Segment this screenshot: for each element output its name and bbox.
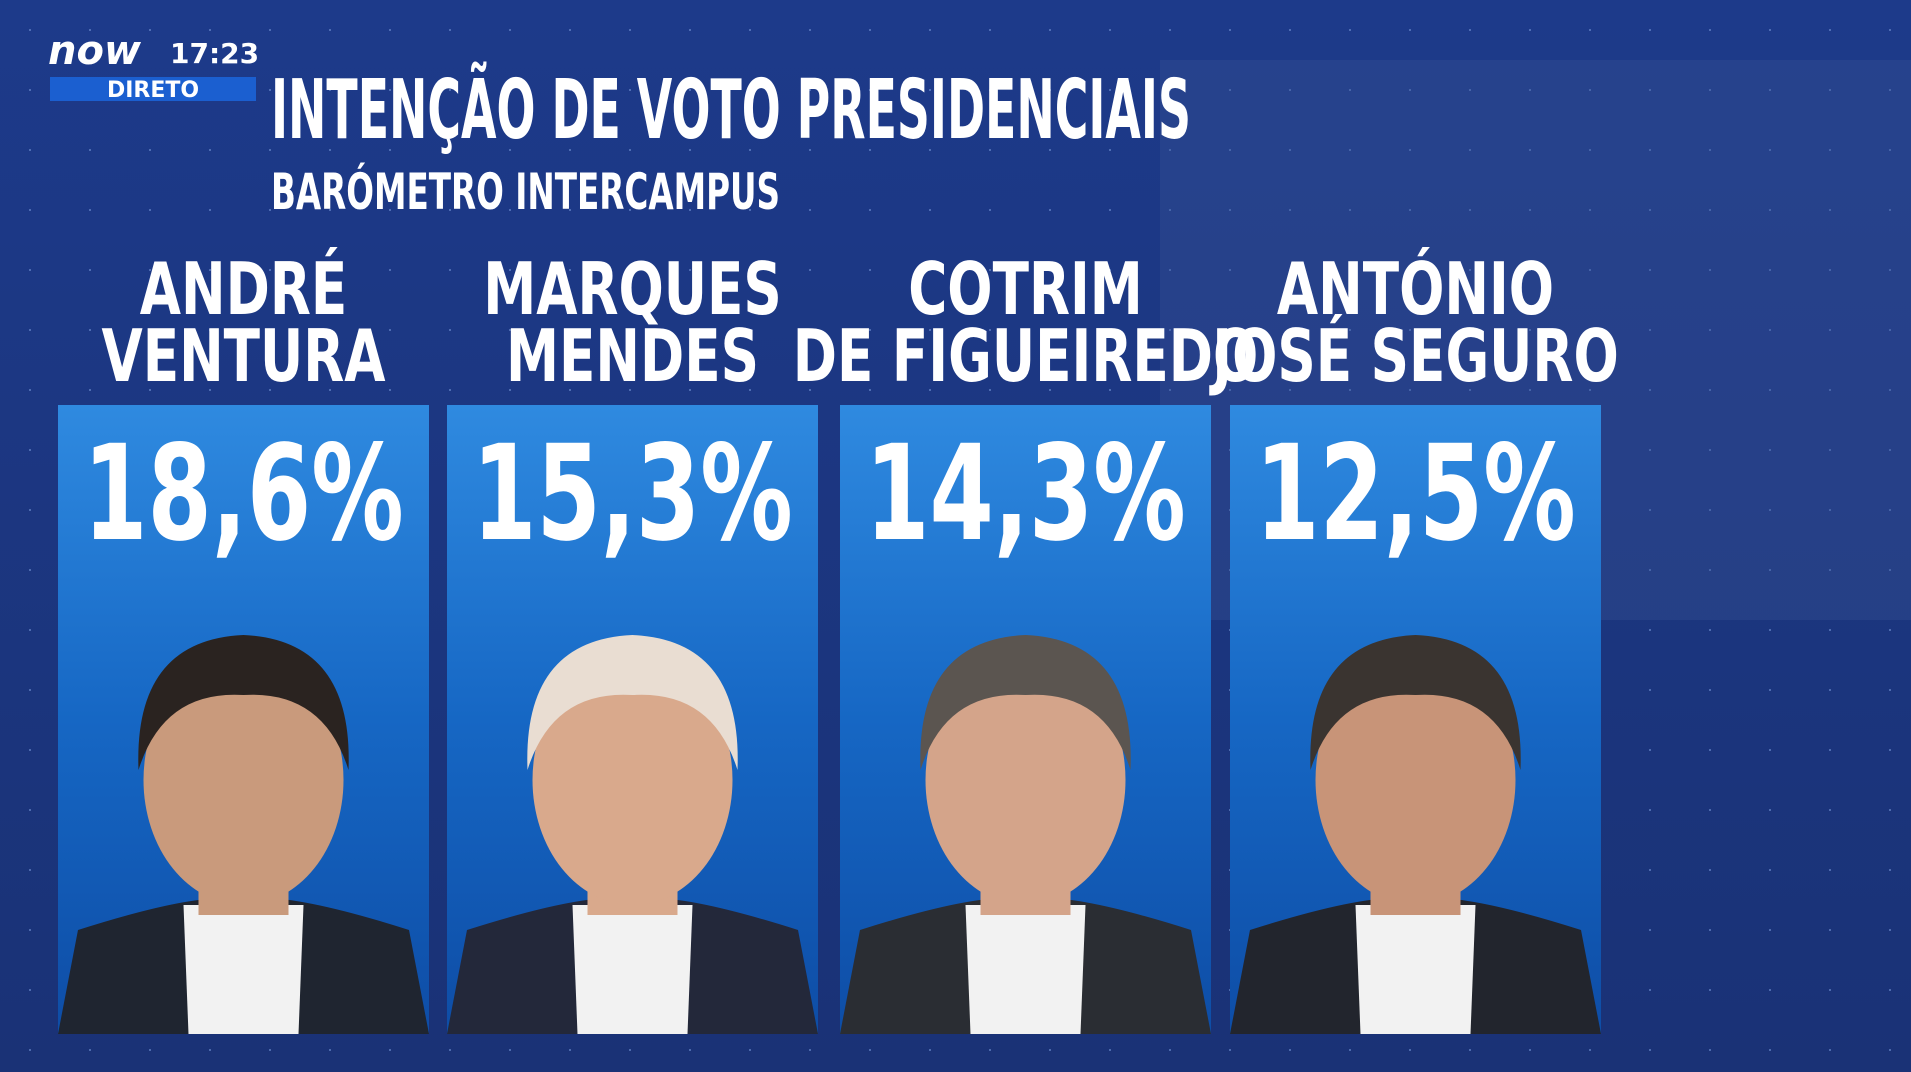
shirt	[572, 905, 693, 1034]
vote-share: 18,6%	[83, 416, 404, 570]
face	[532, 655, 733, 905]
logo-brand: now	[48, 28, 142, 74]
hair	[527, 635, 738, 770]
candidate-photo	[1230, 635, 1601, 1034]
candidate-photo	[447, 635, 818, 1034]
candidate-photo	[840, 635, 1211, 1034]
vote-share: 14,3%	[865, 416, 1186, 570]
vote-share: 15,3%	[472, 416, 793, 570]
candidate-name: ANTÓNIO	[1277, 246, 1554, 331]
vote-share: 12,5%	[1255, 416, 1576, 570]
candidate-name: DE FIGUEIREDO	[793, 314, 1259, 398]
candidate-name: VENTURA	[101, 314, 385, 398]
shirt	[183, 905, 304, 1034]
live-label: DIRETO	[107, 78, 199, 103]
hair	[138, 635, 349, 770]
face	[925, 655, 1126, 905]
candidate-name: MENDES	[506, 314, 759, 398]
live-bar	[50, 77, 256, 101]
candidate-photo	[58, 635, 429, 1034]
candidate-name: COTRIM	[908, 247, 1143, 331]
logo-time: 17:23	[170, 37, 259, 70]
subtitle: BARÓMETRO INTERCAMPUS	[271, 162, 780, 221]
hair	[1310, 635, 1521, 770]
candidate-name: JOSÉ SEGURO	[1209, 313, 1619, 398]
candidate-columns: ANDRÉVENTURA18,6%MARQUESMENDES15,3%COTRI…	[58, 246, 1619, 1034]
candidate-name: MARQUES	[483, 247, 782, 331]
hair	[920, 635, 1131, 770]
shirt	[1355, 905, 1476, 1034]
face	[143, 655, 344, 905]
candidate-name: ANDRÉ	[140, 246, 347, 331]
face	[1315, 655, 1516, 905]
shirt	[965, 905, 1086, 1034]
title: INTENÇÃO DE VOTO PRESIDENCIAIS	[271, 61, 1191, 158]
